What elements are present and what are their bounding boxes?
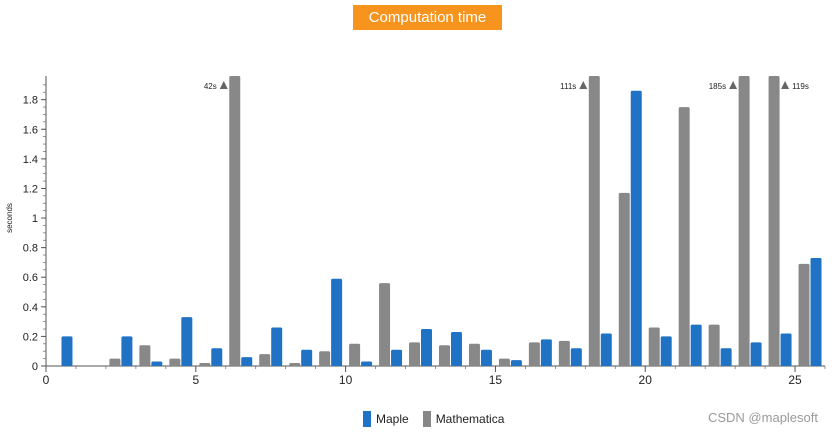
legend: Maple Mathematica — [363, 411, 518, 427]
bar-mathematica — [169, 358, 181, 366]
bar-maple — [421, 329, 433, 366]
overflow-arrow-icon — [219, 81, 228, 89]
bar-mathematica — [109, 358, 121, 366]
bar-maple — [570, 348, 582, 366]
y-tick-label: 0.8 — [23, 243, 38, 255]
x-tick-label: 15 — [489, 373, 503, 387]
bar-maple — [750, 342, 762, 366]
bar-mathematica — [409, 342, 421, 366]
bar-mathematica — [798, 263, 810, 366]
bar-maple — [271, 327, 283, 366]
bar-maple — [510, 360, 522, 366]
y-tick-label: 0.6 — [23, 272, 38, 284]
bar-mathematica — [648, 327, 660, 366]
bar-maple — [391, 349, 403, 366]
bar-mathematica — [558, 340, 570, 366]
overflow-label: 119s — [792, 82, 809, 91]
bar-mathematica — [468, 343, 480, 366]
legend-item-maple: Maple — [363, 411, 409, 427]
y-tick-label: 0.4 — [23, 302, 38, 314]
y-tick-label: 1.2 — [23, 183, 38, 195]
overflow-label: 185s — [709, 82, 726, 91]
overflow-label: 42s — [204, 82, 217, 91]
bar-mathematica — [438, 345, 450, 366]
bar-mathematica — [259, 354, 271, 366]
annotations: 42s 111s 185s 119s — [204, 81, 809, 91]
bar-maple — [720, 348, 732, 366]
watermark: CSDN @maplesoft — [707, 410, 818, 425]
bar-maple — [810, 257, 822, 366]
overflow-label: 111s — [560, 82, 576, 91]
bar-maple — [121, 336, 133, 366]
bar-maple — [301, 349, 313, 366]
bar-mathematica — [319, 351, 331, 366]
bar-maple — [450, 331, 462, 366]
bar-maple — [630, 90, 642, 366]
y-tick-label: 1 — [32, 213, 38, 225]
bar-maple — [331, 278, 343, 366]
bar-maple — [61, 336, 73, 366]
y-axis-label: seconds — [5, 203, 14, 233]
bar-maple — [480, 349, 492, 366]
y-tick-label: 1.4 — [23, 154, 38, 166]
bar-mathematica — [708, 324, 720, 366]
legend-swatch-maple — [363, 411, 371, 427]
y-tick-label: 1.8 — [23, 95, 38, 107]
bar-mathematica — [768, 76, 780, 366]
bar-maple — [241, 357, 253, 366]
x-tick-label: 5 — [192, 373, 199, 387]
overflow-arrow-icon — [781, 81, 790, 89]
bar-mathematica — [738, 76, 750, 366]
legend-label-maple: Maple — [376, 412, 409, 426]
x-tick-label: 10 — [339, 373, 353, 387]
bar-maple — [361, 361, 373, 366]
legend-item-mathematica: Mathematica — [422, 411, 505, 427]
y-tick-label: 1.6 — [23, 124, 38, 136]
bar-mathematica — [588, 76, 600, 366]
bar-maple — [600, 333, 612, 366]
bar-mathematica — [498, 358, 510, 366]
bar-maple — [660, 336, 672, 366]
legend-label-mathematica: Mathematica — [435, 412, 505, 426]
bar-maple — [151, 361, 163, 366]
bar-mathematica — [618, 192, 630, 366]
bars — [61, 76, 822, 367]
x-tick-label: 25 — [788, 373, 802, 387]
chart-title: Computation time — [353, 5, 502, 30]
bar-maple — [780, 333, 792, 366]
overflow-arrow-icon — [729, 81, 738, 89]
bar-maple — [540, 339, 552, 366]
bar-mathematica — [199, 363, 211, 366]
bar-maple — [181, 317, 193, 366]
bar-mathematica — [289, 363, 301, 366]
bar-maple — [690, 324, 702, 366]
bar-mathematica — [678, 107, 690, 367]
bar-mathematica — [229, 76, 241, 366]
y-tick-label: 0.2 — [23, 331, 38, 343]
legend-swatch-mathematica — [422, 411, 431, 427]
bar-mathematica — [349, 343, 361, 366]
bar-mathematica — [528, 342, 540, 366]
bar-mathematica — [379, 283, 391, 366]
x-tick-label: 0 — [43, 373, 50, 387]
y-tick-label: 0 — [32, 361, 38, 373]
overflow-arrow-icon — [579, 81, 588, 89]
x-tick-label: 20 — [639, 373, 653, 387]
bar-mathematica — [139, 345, 151, 366]
bar-maple — [211, 348, 223, 366]
